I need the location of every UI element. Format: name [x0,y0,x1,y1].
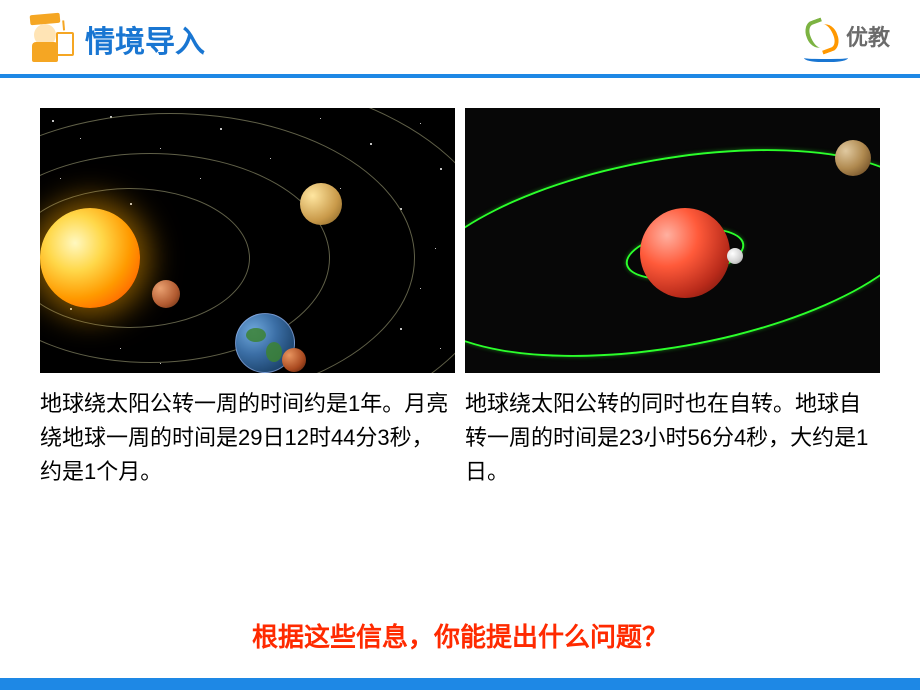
content-area: 地球绕太阳公转一周的时间约是1年。月亮绕地球一周的时间是29日12时44分3秒，… [0,78,920,489]
header-divider [0,74,920,78]
question-text: 根据这些信息，你能提出什么问题？ [0,617,920,654]
footer-bar [0,678,920,690]
planet-small-1 [152,280,180,308]
outer-planet [835,140,871,176]
slide-header: 情境导入 优教 [0,0,920,78]
left-panel: 地球绕太阳公转一周的时间约是1年。月亮绕地球一周的时间是29日12时44分3秒，… [40,108,455,489]
right-caption: 地球绕太阳公转的同时也在自转。地球自转一周的时间是23小时56分4秒，大约是1日… [465,387,880,489]
sun-icon [40,208,140,308]
planet-venus [300,183,342,225]
slide-title: 情境导入 [85,17,205,61]
teacher-icon [20,12,75,67]
planet-small-2 [282,348,306,372]
right-panel: 地球绕太阳公转的同时也在自转。地球自转一周的时间是23小时56分4秒，大约是1日… [465,108,880,489]
logo-text: 优教 [846,20,890,52]
brand-logo: 优教 [804,18,890,54]
moon-icon [727,248,743,264]
left-caption: 地球绕太阳公转一周的时间约是1年。月亮绕地球一周的时间是29日12时44分3秒，… [40,387,455,489]
logo-swirl-icon [804,18,840,54]
earth-orbit-diagram [465,108,880,373]
central-planet [640,208,730,298]
solar-system-diagram [40,108,455,373]
